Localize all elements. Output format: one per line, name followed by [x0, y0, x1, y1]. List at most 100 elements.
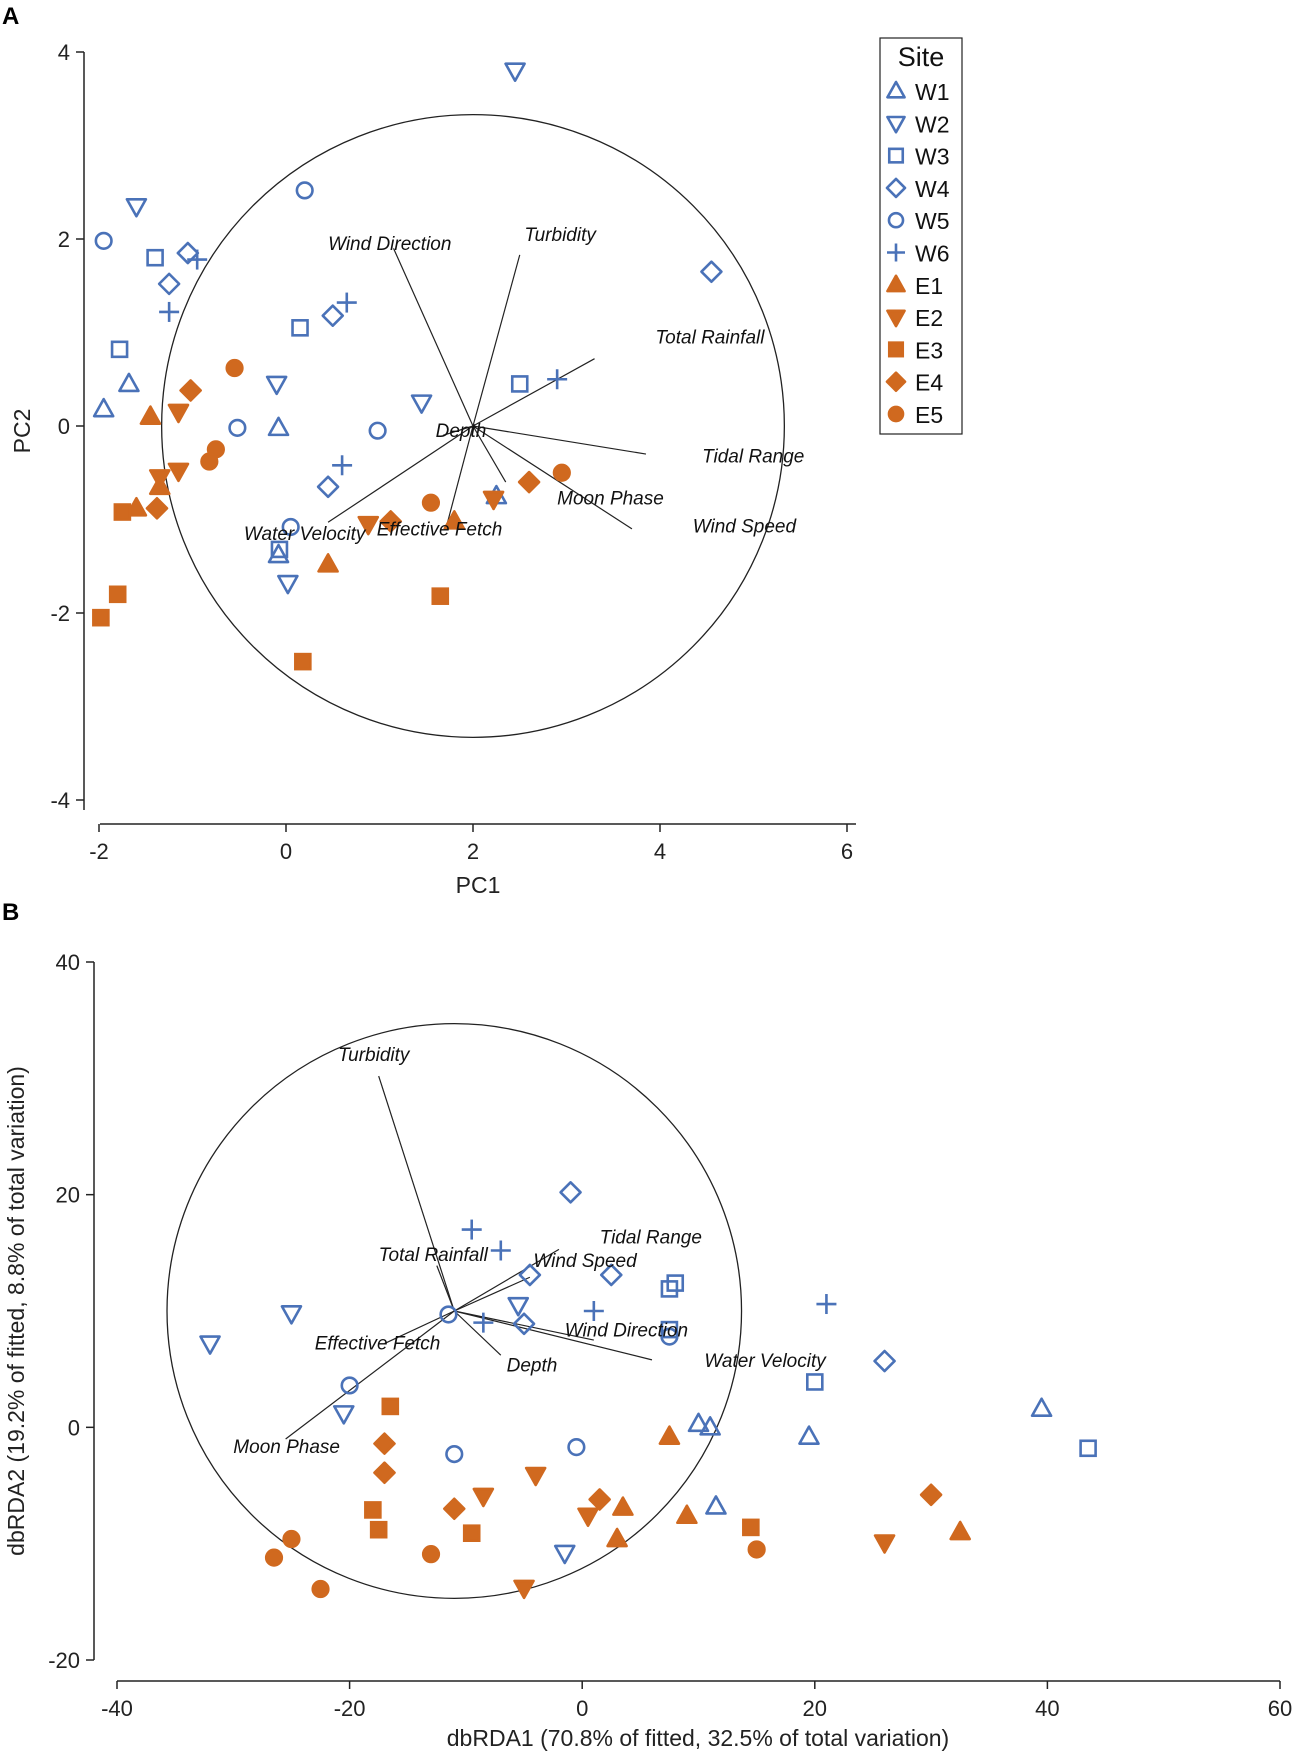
- vector-line: [472, 425, 633, 530]
- vector-line: [454, 1276, 531, 1312]
- vector-line: [454, 1310, 594, 1341]
- marker-e3: [887, 341, 905, 358]
- x-tick-label: 0: [576, 1696, 588, 1721]
- marker-w4: [873, 1349, 896, 1373]
- marker-w4: [321, 304, 345, 327]
- vector-label: Depth: [507, 1355, 558, 1376]
- x-tick-label: 40: [1035, 1696, 1059, 1721]
- panel-b-ticks: -40 -20 0 20 40 60 -20 0 20 40: [48, 950, 1292, 1721]
- marker-w5: [368, 421, 387, 440]
- panel-a-x-title: PC1: [456, 872, 501, 898]
- marker-w3: [805, 1373, 824, 1391]
- legend-entry-w5: W5: [887, 208, 950, 234]
- legend-label: W4: [915, 176, 950, 202]
- marker-e2: [357, 515, 380, 536]
- vector-line: [436, 1265, 455, 1312]
- panel-b: B dbRDA1 (70.8% of fitted, 32.5% of tota…: [2, 899, 1292, 1751]
- marker-w6: [461, 1219, 482, 1240]
- marker-e2: [513, 1579, 535, 1600]
- vector-label: Tidal Range: [702, 446, 804, 467]
- marker-w1: [1030, 1397, 1053, 1418]
- marker-e3: [113, 503, 132, 521]
- marker-e3: [364, 1501, 382, 1519]
- marker-e2: [148, 469, 171, 489]
- x-tick-label: 0: [280, 839, 292, 864]
- marker-w5: [295, 181, 314, 200]
- legend-label: E2: [915, 305, 943, 331]
- marker-w1: [687, 1412, 710, 1433]
- legend-entry-e3: E3: [887, 337, 943, 363]
- marker-w6: [490, 1240, 511, 1261]
- marker-w3: [110, 340, 129, 359]
- marker-w3: [510, 375, 529, 393]
- panel-b-x-title: dbRDA1 (70.8% of fitted, 32.5% of total …: [447, 1725, 949, 1751]
- panel-a-ticks: -2 0 2 4 6 -4 -2 0 2 4: [50, 40, 853, 864]
- marker-e3: [92, 608, 110, 627]
- marker-e4: [588, 1488, 611, 1511]
- marker-w6: [187, 249, 208, 270]
- marker-w6: [583, 1301, 604, 1321]
- marker-e1: [443, 510, 466, 530]
- marker-w3: [291, 319, 309, 337]
- legend-label: W1: [915, 79, 950, 105]
- vector-line: [446, 425, 474, 526]
- legend-entry-w6: W6: [887, 241, 950, 267]
- correlation-circle: [166, 1023, 743, 1599]
- marker-e2: [873, 1534, 896, 1554]
- legend-entry-e2: E2: [886, 305, 943, 331]
- marker-e5: [421, 493, 441, 512]
- vector-line: [327, 425, 474, 523]
- marker-w4: [700, 260, 723, 284]
- marker-e1: [886, 274, 906, 293]
- marker-w4: [157, 272, 181, 296]
- vector-line: [472, 358, 595, 427]
- marker-w6: [332, 455, 353, 476]
- marker-e1: [676, 1504, 698, 1525]
- vector-label: Depth: [436, 421, 487, 442]
- legend-label: E1: [915, 273, 943, 299]
- marker-e1: [949, 1520, 971, 1541]
- marker-e2: [524, 1466, 547, 1487]
- y-tick-label: 40: [56, 950, 80, 975]
- vector-line: [442, 425, 474, 436]
- marker-e1: [139, 405, 162, 425]
- vector-line: [472, 425, 507, 483]
- marker-e1: [606, 1527, 628, 1548]
- vector-label: Wind Speed: [533, 1251, 638, 1272]
- marker-e3: [431, 587, 450, 605]
- marker-w6: [887, 243, 905, 262]
- panel-a-letter: A: [2, 3, 19, 30]
- marker-w5: [281, 517, 300, 537]
- marker-w6: [547, 369, 568, 390]
- vector-line: [472, 425, 647, 455]
- panel-a-plot: Wind Direction Turbidity Total Rainfall Dep…: [92, 62, 804, 739]
- marker-e3: [108, 585, 127, 604]
- marker-e1: [125, 496, 148, 517]
- vector-line: [472, 254, 521, 427]
- marker-w1: [267, 543, 290, 564]
- marker-w1: [267, 416, 290, 437]
- y-tick-label: -2: [50, 601, 70, 626]
- x-tick-label: -40: [101, 1696, 133, 1721]
- y-tick-label: 4: [58, 40, 70, 65]
- marker-e4: [379, 510, 403, 533]
- marker-w6: [159, 301, 180, 322]
- marker-w4: [512, 1312, 536, 1336]
- legend-label: W3: [915, 144, 950, 170]
- marker-w5: [439, 1305, 458, 1324]
- vector-line: [384, 1310, 455, 1345]
- marker-w2: [199, 1335, 221, 1355]
- vector-label: Effective Fetch: [377, 519, 503, 540]
- panel-b-letter: B: [2, 899, 19, 926]
- marker-e3: [381, 1397, 400, 1416]
- marker-w2: [332, 1405, 355, 1425]
- marker-w1: [886, 80, 906, 99]
- legend-label: E4: [915, 370, 943, 396]
- y-tick-label: 0: [68, 1415, 80, 1440]
- y-tick-label: 20: [56, 1183, 80, 1208]
- marker-w2: [280, 1305, 303, 1325]
- legend-label: W2: [915, 111, 950, 137]
- marker-w2: [886, 115, 906, 134]
